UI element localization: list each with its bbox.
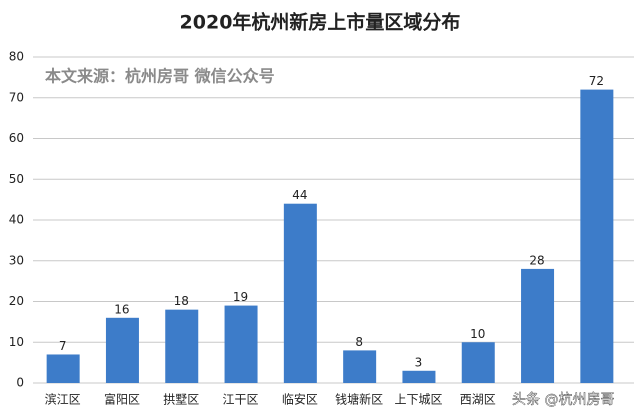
y-tick-label: 10	[9, 335, 24, 349]
value-label: 7	[59, 339, 67, 353]
bar	[580, 89, 614, 383]
y-tick-label: 0	[16, 376, 24, 390]
value-label: 72	[589, 74, 604, 88]
y-tick-label: 40	[9, 213, 24, 227]
bar	[283, 203, 317, 383]
value-label: 10	[470, 327, 485, 341]
x-tick-label: 拱墅区	[163, 393, 199, 407]
bar	[521, 268, 555, 383]
value-label: 44	[292, 188, 307, 202]
value-label: 18	[174, 294, 189, 308]
bar	[46, 354, 80, 383]
y-tick-label: 50	[9, 172, 24, 186]
bar	[343, 350, 377, 383]
y-tick-label: 60	[9, 131, 24, 145]
bar	[165, 309, 199, 383]
x-tick-label: 西湖区	[460, 392, 496, 407]
value-label: 19	[233, 290, 248, 304]
y-tick-label: 80	[9, 50, 24, 64]
x-tick-label: 滨江区	[45, 392, 81, 407]
x-tick-label: 江干区	[223, 393, 259, 407]
bar	[402, 370, 436, 383]
x-tick-label: 上下城区	[394, 393, 442, 407]
chart-title: 2020年杭州新房上市量区域分布	[180, 11, 461, 34]
x-tick-label: 钱塘新区	[335, 392, 383, 407]
value-label: 8	[355, 335, 363, 349]
y-tick-label: 30	[9, 253, 24, 267]
x-tick-label: 临安区	[282, 392, 318, 407]
value-label: 3	[415, 355, 423, 369]
bar	[224, 305, 258, 383]
y-tick-label: 20	[9, 294, 24, 308]
y-tick-label: 70	[9, 90, 24, 104]
value-label: 16	[114, 302, 129, 316]
bar	[461, 342, 495, 383]
annotation: 本文来源：杭州房哥 微信公众号	[45, 67, 275, 86]
watermark: 头条 @杭州房哥	[512, 391, 614, 408]
value-label: 28	[529, 253, 544, 267]
x-tick-label: 富阳区	[104, 392, 140, 407]
bar	[105, 317, 139, 383]
